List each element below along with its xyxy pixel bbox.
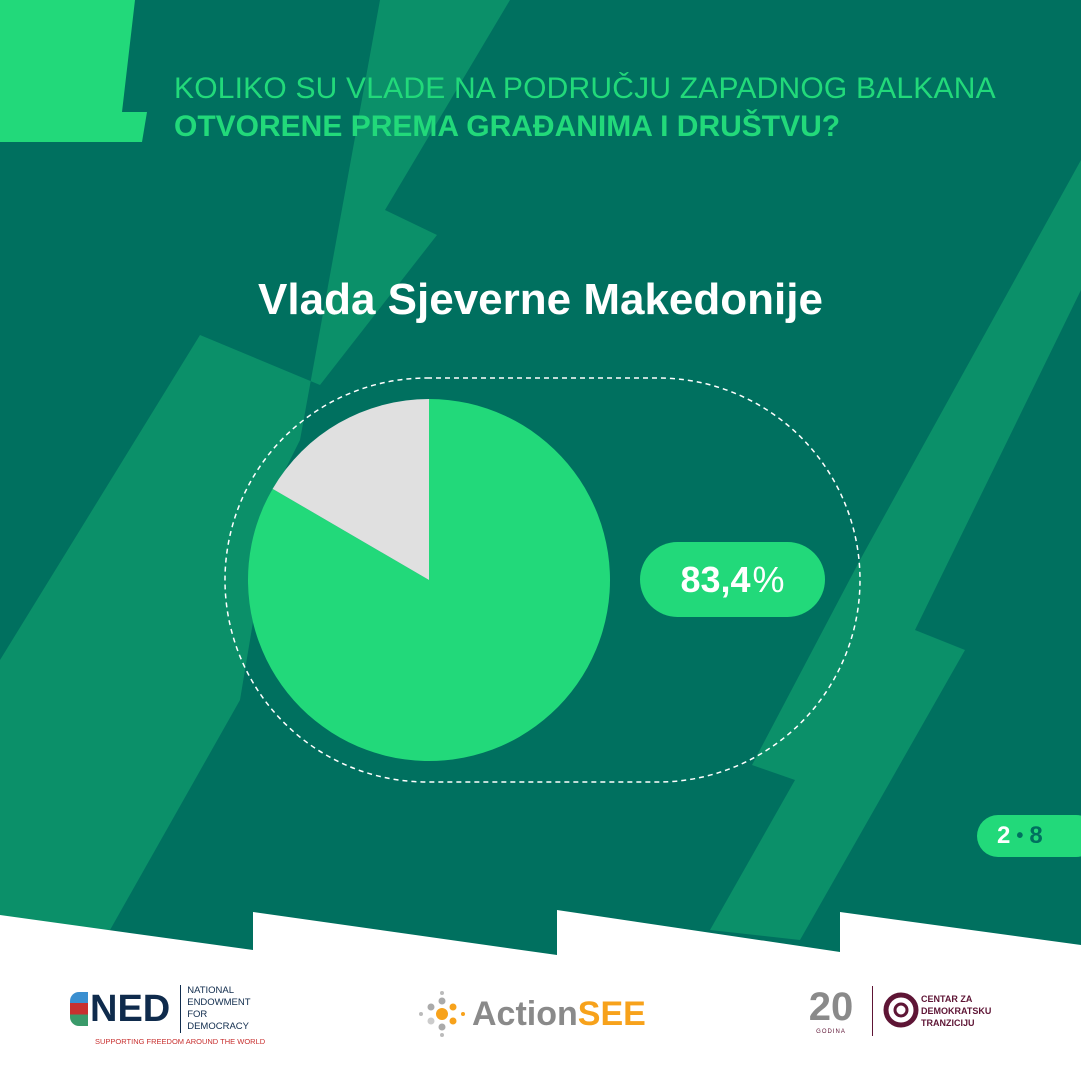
ned-name-line: ENDOWMENT (187, 997, 251, 1008)
stripe-right (710, 160, 1081, 940)
chart-title: Vlada Sjeverne Makedonije (258, 275, 823, 324)
ned-tagline: SUPPORTING FREEDOM AROUND THE WORLD (95, 1037, 266, 1046)
page-separator: • (1016, 824, 1024, 847)
footer-white (0, 910, 1081, 1080)
ned-mark: NED (90, 988, 171, 1030)
ned-name-line: NATIONAL (187, 985, 235, 996)
pie-slice-1 (272, 399, 429, 580)
cdt-years: 20 (808, 985, 854, 1029)
page-indicator: 2 • 8 (977, 815, 1081, 857)
cdt-years-sub: GODINA (816, 1029, 846, 1035)
page-total: 8 (1029, 822, 1043, 849)
ned-name-line: FOR (187, 1009, 208, 1020)
cdt-logo: 20 GODINA CENTAR ZA DEMOKRATSKU TRANZICI… (800, 986, 991, 1036)
ned-name-line: DEMOCRACY (187, 1021, 249, 1032)
actionsee-dots-icon (419, 991, 465, 1037)
actionsee-logo: Action SEE (418, 990, 646, 1038)
corner-accent (0, 0, 147, 142)
pie-chart (247, 399, 611, 762)
percentage-value: 83,4 (680, 558, 751, 600)
cdt-name-line: CENTAR ZA (921, 994, 973, 1004)
cdt-name-line: TRANZICIJU (921, 1018, 975, 1028)
actionsee-part1: Action (472, 994, 578, 1033)
header-question-line2: OTVORENE PREMA GRAĐANIMA I DRUŠTVU? (174, 110, 841, 143)
page-current: 2 (997, 822, 1011, 849)
header-question-line1: KOLIKO SU VLADE NA PODRUČJU ZAPADNOG BAL… (174, 72, 996, 105)
dashed-outline (224, 377, 861, 783)
ned-globe-icon (70, 992, 88, 1026)
stripe-left (0, 0, 510, 930)
ned-logo: NED NATIONAL ENDOWMENT FOR DEMOCRACY SUP… (70, 985, 265, 1047)
cdt-name-line: DEMOKRATSKU (921, 1006, 992, 1016)
cdt-emblem-icon (883, 992, 919, 1028)
percentage-label: 83,4% (640, 542, 825, 617)
actionsee-part2: SEE (577, 994, 646, 1033)
percentage-unit: % (752, 558, 785, 600)
